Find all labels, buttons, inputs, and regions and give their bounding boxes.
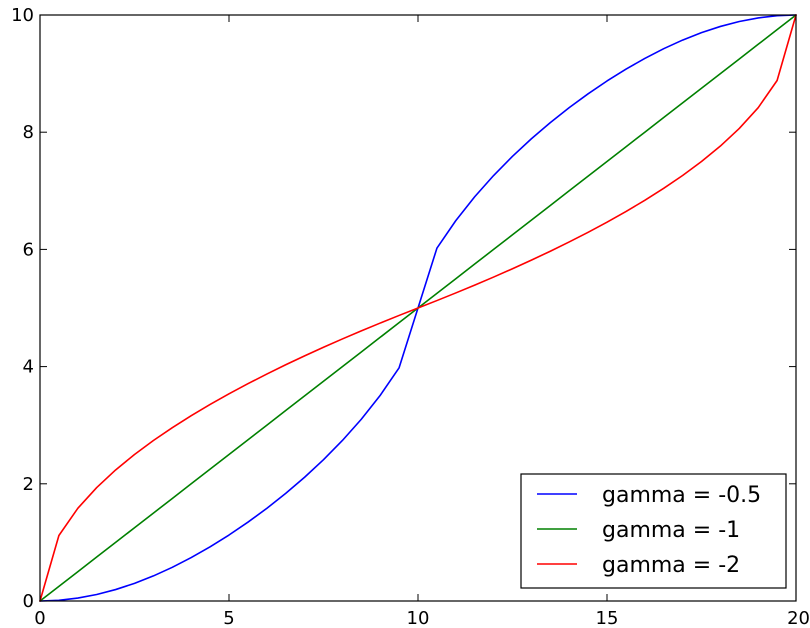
x-tick-label-0: 0 [34,608,45,628]
series-layer [39,14,797,602]
legend-label-1: gamma = -0.5 [602,483,761,508]
plot-frame [39,14,797,602]
y-tick-label-3: 6 [23,239,34,260]
legend: gamma = -0.5 gamma = -1 gamma = -2 [520,473,787,589]
x-tick-label-2: 10 [407,608,430,628]
legend-box [520,473,787,589]
y-tick-label-0: 0 [23,591,34,612]
tick-labels-layer: 0 5 10 15 20 0 2 4 6 8 10 [11,5,810,628]
y-tick-label-2: 4 [23,357,34,378]
legend-items: gamma = -0.5 gamma = -1 gamma = -2 [537,483,761,578]
series-line-3 [39,14,797,602]
legend-label-2: gamma = -1 [602,518,740,543]
x-tick-label-4: 20 [787,608,810,628]
legend-label-3: gamma = -2 [602,553,740,578]
x-tick-label-1: 5 [223,608,234,628]
y-tick-label-4: 8 [23,122,34,143]
y-tick-label-1: 2 [23,474,34,495]
y-tick-label-5: 10 [11,5,34,26]
x-tick-label-3: 15 [596,608,619,628]
